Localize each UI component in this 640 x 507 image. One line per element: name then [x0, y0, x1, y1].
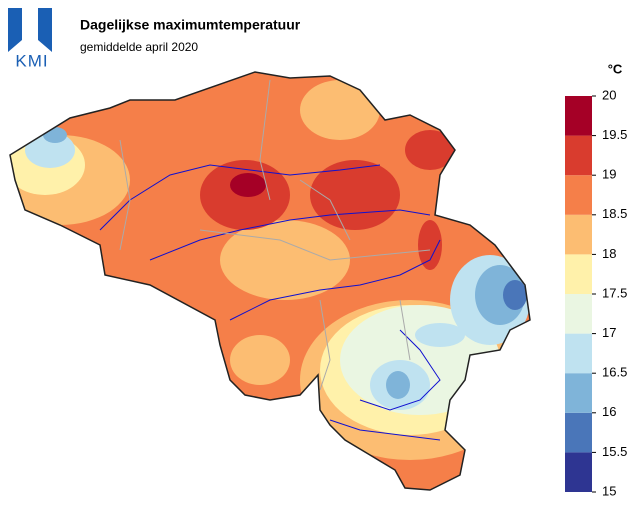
legend-tick-label: 19.5 — [602, 127, 627, 142]
province-borders — [119, 79, 431, 391]
region — [415, 323, 465, 347]
region — [230, 173, 266, 197]
legend-tick-label: 18 — [602, 246, 616, 261]
map-title: Dagelijkse maximumtemperatuur — [80, 17, 301, 33]
region — [405, 130, 455, 170]
legend-tick-label: 15 — [602, 483, 616, 498]
region — [418, 220, 442, 270]
legend-swatch — [565, 294, 592, 334]
region — [310, 160, 400, 230]
legend-swatch — [565, 373, 592, 413]
logo: KMI — [8, 8, 52, 70]
legend-tick-label: 18.5 — [602, 206, 627, 221]
legend-tick-label: 15.5 — [602, 444, 627, 459]
legend-swatch — [565, 452, 592, 492]
country-border — [9, 71, 531, 491]
region — [43, 127, 67, 143]
legend-swatch — [565, 96, 592, 136]
legend-tick-label: 17 — [602, 325, 616, 340]
legend-swatch — [565, 254, 592, 294]
legend-swatch — [565, 333, 592, 374]
legend-swatch — [565, 214, 592, 255]
region — [386, 371, 410, 399]
legend-tick-label: 17.5 — [602, 285, 627, 300]
legend: 15 15.5 16 16.5 17 17.5 18 18.5 19 19.5 20 — [565, 87, 627, 498]
temperature-field — [10, 72, 530, 490]
legend-tick-label: 20 — [602, 87, 616, 102]
legend-unit: °C — [608, 61, 623, 76]
legend-swatch — [565, 412, 592, 453]
legend-swatch — [565, 175, 592, 215]
legend-tick-label: 16.5 — [602, 365, 627, 380]
region — [230, 335, 290, 385]
rivers — [99, 164, 441, 441]
legend-swatch — [565, 135, 592, 176]
region — [220, 220, 350, 300]
region — [475, 265, 525, 325]
logo-text: KMI — [15, 51, 48, 70]
legend-tick-label: 16 — [602, 404, 616, 419]
map-subtitle: gemiddelde april 2020 — [80, 40, 198, 54]
region — [300, 80, 380, 140]
legend-tick-label: 19 — [602, 167, 616, 182]
region — [503, 280, 527, 310]
